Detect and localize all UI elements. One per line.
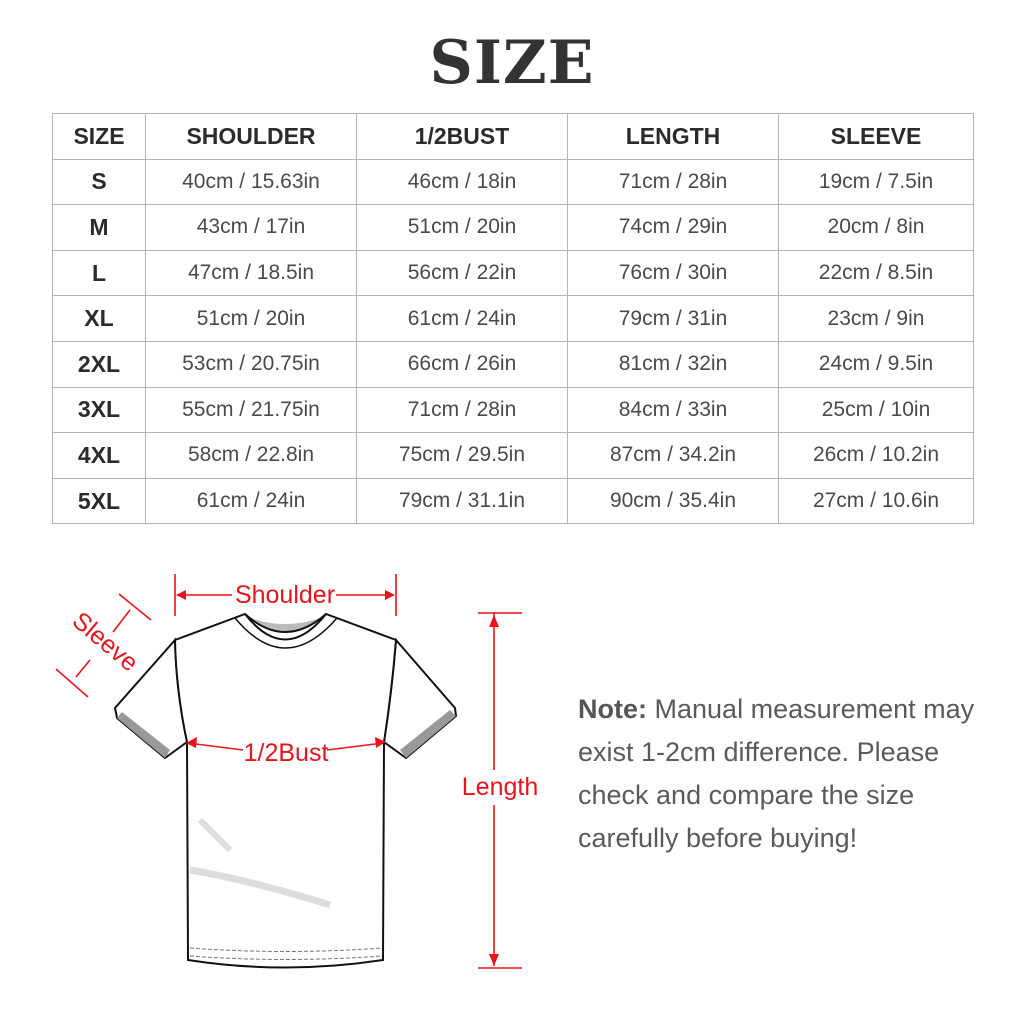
size-cell: XL (52, 295, 146, 342)
measurement-cell: 71cm / 28in (567, 158, 779, 206)
table-row: M 43cm / 17in 51cm / 20in 74cm / 29in 20cm /… (52, 204, 974, 251)
measurement-cell: 79cm / 31.1in (356, 477, 568, 525)
measurement-arrows (55, 574, 522, 969)
table-row: L 47cm / 18.5in 56cm / 22in 76cm / 30in 22cm… (52, 249, 974, 297)
measurement-cell: 25cm / 10in (778, 386, 974, 434)
tshirt-illustration (113, 612, 458, 969)
measurement-cell: 90cm / 35.4in (567, 477, 779, 525)
table-header-row: SIZE SHOULDER 1/2BUST LENGTH SLEEVE (52, 113, 974, 160)
column-header: 1/2BUST (356, 113, 568, 160)
size-cell: 3XL (52, 386, 146, 434)
note-text: Note: Manual measurement may exist 1-2cm… (578, 688, 998, 860)
table-row: 5XL 61cm / 24in 79cm / 31.1in 90cm / 35.4in… (52, 477, 974, 525)
measurement-cell: 47cm / 18.5in (145, 249, 357, 297)
measurement-cell: 24cm / 9.5in (778, 340, 974, 388)
measurement-cell: 20cm / 8in (778, 204, 974, 251)
note-label: Note: (578, 694, 647, 724)
measurement-cell: 71cm / 28in (356, 386, 568, 434)
measurement-cell: 66cm / 26in (356, 340, 568, 388)
measurement-cell: 22cm / 8.5in (778, 249, 974, 297)
measurement-cell: 76cm / 30in (567, 249, 779, 297)
measurement-cell: 81cm / 32in (567, 340, 779, 388)
measurement-cell: 46cm / 18in (356, 158, 568, 206)
measurement-cell: 74cm / 29in (567, 204, 779, 251)
measurement-cell: 79cm / 31in (567, 295, 779, 342)
table-row: 2XL 53cm / 20.75in 66cm / 26in 81cm / 32in 2… (52, 340, 974, 388)
measurement-cell: 51cm / 20in (356, 204, 568, 251)
measurement-cell: 56cm / 22in (356, 249, 568, 297)
measurement-cell: 19cm / 7.5in (778, 158, 974, 206)
measurement-cell: 75cm / 29.5in (356, 432, 568, 479)
page-title: SIZE (429, 28, 595, 98)
table-row: S 40cm / 15.63in 46cm / 18in 71cm / 28in 19c… (52, 158, 974, 206)
note-body: Manual measurement may exist 1-2cm diffe… (578, 694, 975, 853)
length-label: Length (462, 773, 538, 801)
table-row: 3XL 55cm / 21.75in 71cm / 28in 84cm / 33in 2… (52, 386, 974, 434)
measurement-cell: 84cm / 33in (567, 386, 779, 434)
measurement-cell: 55cm / 21.75in (145, 386, 357, 434)
shoulder-label: Shoulder (235, 581, 335, 609)
measurement-cell: 40cm / 15.63in (145, 158, 357, 206)
measurement-cell: 43cm / 17in (145, 204, 357, 251)
measurement-cell: 23cm / 9in (778, 295, 974, 342)
measurement-cell: 58cm / 22.8in (145, 432, 357, 479)
size-cell: S (52, 158, 146, 206)
bust-label: 1/2Bust (244, 739, 329, 767)
size-cell: 5XL (52, 477, 146, 525)
sleeve-label: Sleeve (67, 607, 144, 678)
column-header: SLEEVE (778, 113, 974, 160)
table-row: 4XL 58cm / 22.8in 75cm / 29.5in 87cm / 34.2… (52, 432, 974, 479)
column-header: SIZE (52, 113, 146, 160)
measurement-cell: 61cm / 24in (145, 477, 357, 525)
column-header: LENGTH (567, 113, 779, 160)
measurement-cell: 87cm / 34.2in (567, 432, 779, 479)
measurement-cell: 27cm / 10.6in (778, 477, 974, 525)
size-table: SIZE SHOULDER 1/2BUST LENGTH SLEEVE S 40cm / … (52, 113, 974, 525)
